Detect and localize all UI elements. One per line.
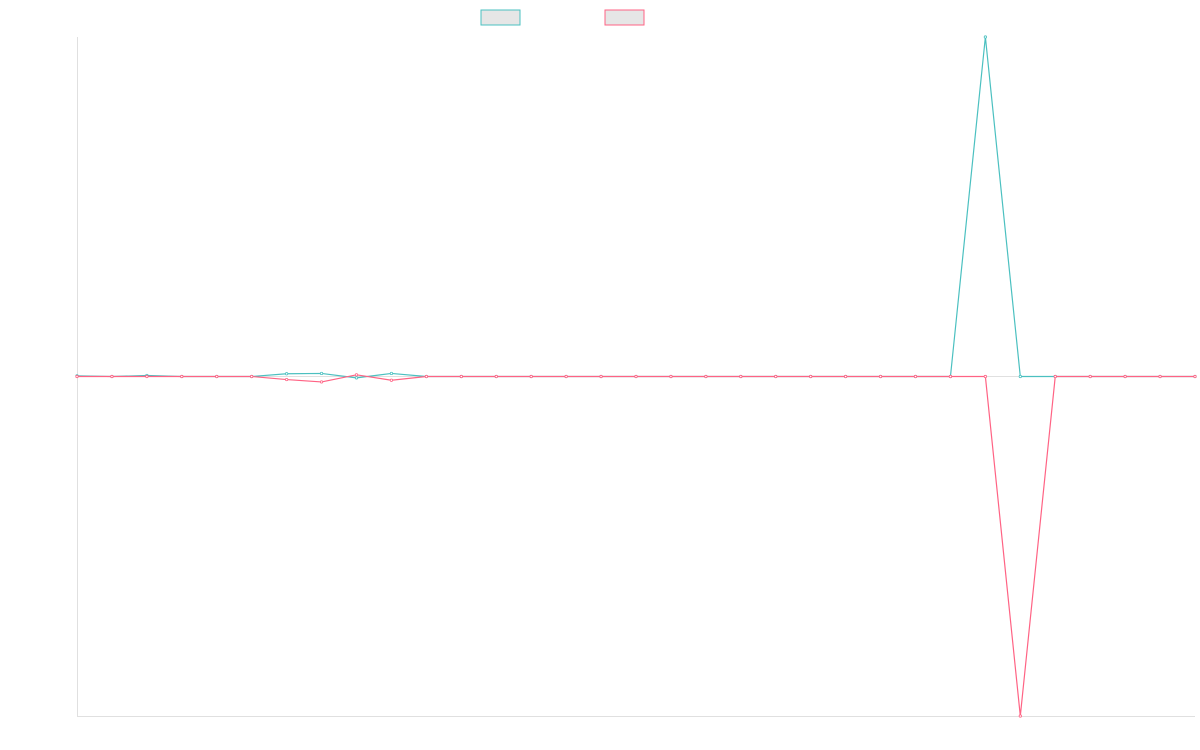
data-point-b-24[interactable] xyxy=(913,374,918,379)
data-point-b-7[interactable] xyxy=(319,380,324,384)
data-point-a-26[interactable] xyxy=(983,35,987,39)
series-layer xyxy=(75,35,1197,718)
data-point-b-12[interactable] xyxy=(494,374,498,379)
data-point-a-8[interactable] xyxy=(354,376,359,380)
data-point-a-9[interactable] xyxy=(389,371,394,376)
data-point-b-25[interactable] xyxy=(948,374,953,379)
data-point-b-17[interactable] xyxy=(669,374,673,379)
legend[interactable] xyxy=(480,9,645,26)
data-point-b-11[interactable] xyxy=(459,374,463,379)
data-point-b-29[interactable] xyxy=(1088,374,1092,379)
data-point-b-27[interactable] xyxy=(1018,714,1022,718)
data-point-b-20[interactable] xyxy=(774,374,778,379)
data-point-b-31[interactable] xyxy=(1158,374,1162,379)
data-point-a-27[interactable] xyxy=(1018,374,1022,379)
data-point-b-9[interactable] xyxy=(389,378,394,382)
data-point-b-4[interactable] xyxy=(215,374,219,379)
data-point-b-22[interactable] xyxy=(844,374,848,379)
data-point-b-3[interactable] xyxy=(180,374,184,379)
series-line-b xyxy=(77,374,1195,717)
series-line-a xyxy=(76,36,1195,379)
data-point-b-1[interactable] xyxy=(110,374,114,379)
data-point-b-16[interactable] xyxy=(634,374,638,379)
data-point-b-18[interactable] xyxy=(704,374,708,379)
data-point-b-14[interactable] xyxy=(564,374,568,379)
data-point-b-26[interactable] xyxy=(983,374,987,379)
data-point-b-32[interactable] xyxy=(1193,374,1197,379)
data-point-b-13[interactable] xyxy=(529,374,533,379)
data-point-b-23[interactable] xyxy=(878,374,883,379)
data-point-b-5[interactable] xyxy=(250,374,254,379)
legend-swatch-series-a[interactable] xyxy=(480,9,521,26)
data-point-b-10[interactable] xyxy=(424,374,428,379)
data-point-b-30[interactable] xyxy=(1123,374,1127,379)
data-point-a-7[interactable] xyxy=(319,371,324,376)
data-point-b-21[interactable] xyxy=(809,374,813,379)
data-point-b-2[interactable] xyxy=(145,374,149,379)
data-point-b-8[interactable] xyxy=(354,373,359,377)
data-point-b-0[interactable] xyxy=(75,374,79,379)
data-point-b-28[interactable] xyxy=(1053,374,1057,379)
data-point-a-6[interactable] xyxy=(285,372,289,376)
data-point-b-6[interactable] xyxy=(285,377,289,382)
data-point-b-15[interactable] xyxy=(599,374,603,379)
data-point-b-19[interactable] xyxy=(739,374,743,379)
legend-swatch-series-b[interactable] xyxy=(604,9,645,26)
